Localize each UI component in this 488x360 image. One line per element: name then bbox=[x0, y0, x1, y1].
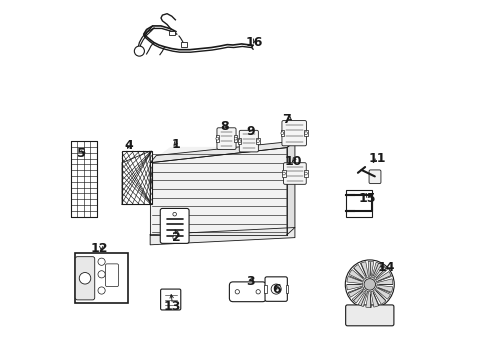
Text: 11: 11 bbox=[368, 152, 386, 165]
Text: 15: 15 bbox=[357, 192, 375, 204]
Text: 12: 12 bbox=[91, 242, 108, 255]
FancyBboxPatch shape bbox=[217, 128, 236, 149]
Circle shape bbox=[98, 271, 105, 278]
Wedge shape bbox=[376, 279, 392, 284]
Bar bbox=[233, 135, 237, 142]
Circle shape bbox=[363, 279, 375, 290]
Circle shape bbox=[235, 289, 239, 294]
Bar bbox=[122, 151, 151, 204]
Wedge shape bbox=[376, 285, 392, 292]
FancyBboxPatch shape bbox=[345, 305, 393, 326]
Circle shape bbox=[172, 236, 176, 239]
Bar bbox=[282, 170, 285, 177]
Wedge shape bbox=[348, 270, 364, 281]
Text: 3: 3 bbox=[246, 275, 255, 288]
Wedge shape bbox=[353, 265, 366, 279]
Bar bbox=[168, 31, 174, 35]
Bar bbox=[304, 170, 307, 177]
Circle shape bbox=[256, 140, 259, 143]
FancyBboxPatch shape bbox=[239, 130, 258, 152]
Wedge shape bbox=[371, 262, 381, 278]
FancyBboxPatch shape bbox=[283, 163, 305, 184]
Polygon shape bbox=[150, 141, 294, 163]
Circle shape bbox=[270, 284, 281, 294]
Circle shape bbox=[345, 260, 393, 309]
Wedge shape bbox=[375, 271, 390, 282]
Circle shape bbox=[282, 172, 285, 175]
Text: 13: 13 bbox=[163, 300, 180, 313]
Circle shape bbox=[98, 258, 105, 265]
FancyBboxPatch shape bbox=[229, 282, 265, 302]
FancyBboxPatch shape bbox=[264, 277, 287, 301]
Circle shape bbox=[98, 287, 105, 294]
Circle shape bbox=[134, 46, 144, 56]
Wedge shape bbox=[365, 291, 370, 307]
Wedge shape bbox=[373, 266, 386, 280]
Wedge shape bbox=[360, 262, 368, 278]
Bar bbox=[280, 130, 284, 136]
Polygon shape bbox=[286, 141, 294, 235]
FancyBboxPatch shape bbox=[368, 170, 380, 184]
Bar bbox=[346, 190, 371, 217]
Text: 9: 9 bbox=[245, 125, 254, 138]
Polygon shape bbox=[122, 151, 150, 204]
FancyBboxPatch shape bbox=[282, 121, 306, 146]
Text: 5: 5 bbox=[77, 147, 86, 159]
Text: 16: 16 bbox=[244, 36, 262, 49]
Text: 2: 2 bbox=[171, 231, 180, 244]
Text: 1: 1 bbox=[171, 138, 180, 150]
Wedge shape bbox=[374, 288, 390, 299]
Bar bbox=[264, 285, 266, 293]
Text: 10: 10 bbox=[284, 155, 301, 168]
Circle shape bbox=[215, 137, 218, 140]
Wedge shape bbox=[346, 276, 362, 284]
Circle shape bbox=[280, 132, 283, 135]
Wedge shape bbox=[347, 287, 363, 297]
Bar bbox=[181, 42, 186, 47]
Bar bbox=[304, 130, 307, 136]
FancyBboxPatch shape bbox=[105, 264, 118, 287]
Circle shape bbox=[304, 172, 306, 175]
Circle shape bbox=[234, 137, 237, 140]
Polygon shape bbox=[150, 228, 294, 245]
Circle shape bbox=[256, 289, 260, 294]
Text: 7: 7 bbox=[282, 113, 291, 126]
Bar bbox=[71, 141, 97, 217]
Wedge shape bbox=[358, 291, 367, 307]
Bar bbox=[285, 285, 288, 293]
Circle shape bbox=[304, 132, 307, 135]
Text: 6: 6 bbox=[272, 283, 281, 296]
FancyBboxPatch shape bbox=[160, 208, 189, 243]
Text: 14: 14 bbox=[377, 261, 395, 274]
Wedge shape bbox=[367, 261, 373, 278]
Text: 8: 8 bbox=[220, 120, 228, 132]
Wedge shape bbox=[372, 289, 385, 304]
Polygon shape bbox=[150, 148, 286, 235]
Bar bbox=[256, 138, 259, 144]
Bar bbox=[237, 138, 241, 144]
Bar bbox=[75, 253, 127, 303]
Wedge shape bbox=[351, 289, 365, 303]
Text: 4: 4 bbox=[124, 139, 133, 152]
FancyBboxPatch shape bbox=[160, 289, 181, 310]
FancyBboxPatch shape bbox=[75, 257, 95, 300]
Bar bbox=[215, 135, 219, 142]
Circle shape bbox=[238, 140, 241, 143]
Wedge shape bbox=[370, 291, 378, 307]
Circle shape bbox=[79, 273, 91, 284]
Wedge shape bbox=[346, 284, 362, 290]
Circle shape bbox=[172, 212, 176, 216]
